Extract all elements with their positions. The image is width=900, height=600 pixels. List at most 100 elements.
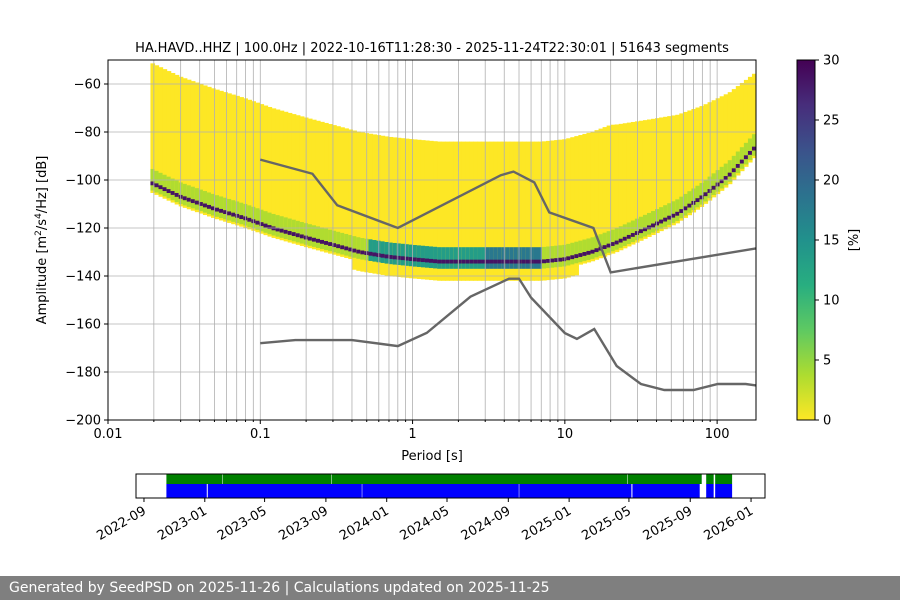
heatmap-cell [223, 92, 228, 222]
heatmap-cell [247, 99, 252, 230]
heatmap-cell [477, 141, 483, 281]
noise-model-line [260, 277, 756, 392]
heatmap-cell [348, 247, 353, 252]
heatmap-cell [602, 232, 608, 255]
heatmap-cell [150, 181, 156, 186]
heatmap-cell [433, 141, 438, 281]
heatmap-cell [227, 211, 232, 216]
heatmap-cell [743, 155, 749, 160]
heatmap-cell [360, 238, 366, 260]
heatmap-cell [340, 245, 345, 250]
heatmap-cell [723, 163, 729, 186]
heatmap-cell [340, 127, 345, 257]
footer: Generated by SeedPSD on 2025-11-26 | Cal… [0, 576, 900, 600]
heatmap-cell [404, 138, 410, 278]
heatmap-cell [747, 150, 753, 155]
heatmap-cell [324, 228, 329, 251]
timeline-tick-label: 2023-09 [276, 504, 331, 544]
heatmap-cell [529, 247, 535, 269]
timeline-tick-label: 2026-01 [701, 504, 756, 544]
heatmap-cell [307, 236, 313, 241]
heatmap-cell [194, 200, 200, 205]
heatmap-cell [659, 117, 664, 232]
heatmap-cell [416, 245, 422, 267]
heatmap-cell [509, 141, 515, 281]
heatmap-cell [481, 259, 487, 264]
heatmap-cell [618, 226, 624, 248]
heatmap-cell [655, 221, 660, 226]
heatmap-cell [283, 229, 289, 234]
heatmap-cell [638, 216, 644, 239]
heatmap-cell [667, 116, 672, 228]
heatmap-cell [505, 259, 511, 264]
heatmap-cell [416, 139, 422, 279]
heatmap-cell [182, 183, 188, 206]
heatmap-cell [751, 134, 756, 156]
heatmap-cell [618, 238, 624, 243]
heatmap-cell [372, 240, 378, 262]
heatmap-cell [481, 247, 487, 269]
heatmap-cell [328, 242, 333, 246]
heatmap-cell [582, 133, 588, 264]
heatmap-cell [332, 243, 337, 248]
heatmap-cell [429, 246, 434, 269]
heatmap-cell [647, 225, 652, 230]
heatmap-cell [372, 252, 378, 257]
heatmap-cell [235, 201, 240, 224]
heatmap-cell [368, 133, 374, 273]
heatmap-cell [671, 201, 676, 223]
heatmap-cell [247, 205, 252, 227]
heatmap-cell [396, 137, 402, 277]
heatmap-cell [505, 141, 511, 281]
available-data-span [166, 474, 223, 484]
timeline-tick-label: 2024-01 [337, 504, 392, 544]
heatmap-cell [344, 246, 349, 251]
heatmap-cell [638, 229, 644, 234]
y-axis-label-superscript: 4 [34, 213, 44, 219]
heatmap-cell [610, 229, 616, 252]
timeline-tick-label: 2022-09 [94, 504, 149, 544]
x-tick-label: 100 [705, 427, 730, 442]
heatmap-cell [602, 127, 608, 257]
heatmap-cell [166, 189, 172, 193]
heatmap-cell [239, 202, 244, 225]
heatmap-cell [538, 141, 543, 281]
heatmap-cell [667, 203, 672, 225]
heatmap-cell [590, 237, 596, 259]
heatmap-cell [574, 241, 579, 264]
heatmap-cell [170, 191, 176, 195]
timeline-tick-label: 2025-09 [641, 504, 696, 544]
heatmap-cell [675, 211, 680, 216]
heatmap-cell [295, 220, 301, 243]
heatmap-cell [655, 209, 660, 231]
available-data-span [706, 474, 714, 484]
heatmap-cell [162, 174, 168, 197]
heatmap-cell [211, 206, 216, 211]
heatmap-cell [739, 82, 745, 172]
heatmap-cell [412, 257, 418, 262]
heatmap-cell [150, 63, 156, 193]
heatmap-cell [521, 259, 527, 264]
timeline-tick-label: 2023-05 [215, 504, 270, 544]
available-data-span [715, 474, 733, 484]
heatmap-cell [533, 141, 539, 281]
heatmap-cell [368, 239, 374, 261]
heatmap-cell [388, 242, 394, 265]
heatmap-cell [267, 107, 273, 237]
heatmap-cell [546, 246, 551, 269]
heatmap-cell [465, 247, 470, 269]
heatmap-cell [267, 225, 273, 229]
plot-grid [107, 60, 756, 421]
heatmap-cell [223, 210, 228, 215]
heatmap-cell [219, 90, 224, 221]
heatmap-cell [723, 94, 729, 188]
psd-coverage-span [632, 484, 700, 498]
heatmap-cell [291, 114, 297, 244]
psd-coverage-span [715, 484, 733, 498]
heatmap-cell [441, 247, 446, 269]
heatmap-cell [384, 242, 390, 264]
heatmap-cell [445, 259, 450, 264]
heatmap-cell [614, 240, 620, 245]
heatmap-cell [215, 195, 220, 217]
